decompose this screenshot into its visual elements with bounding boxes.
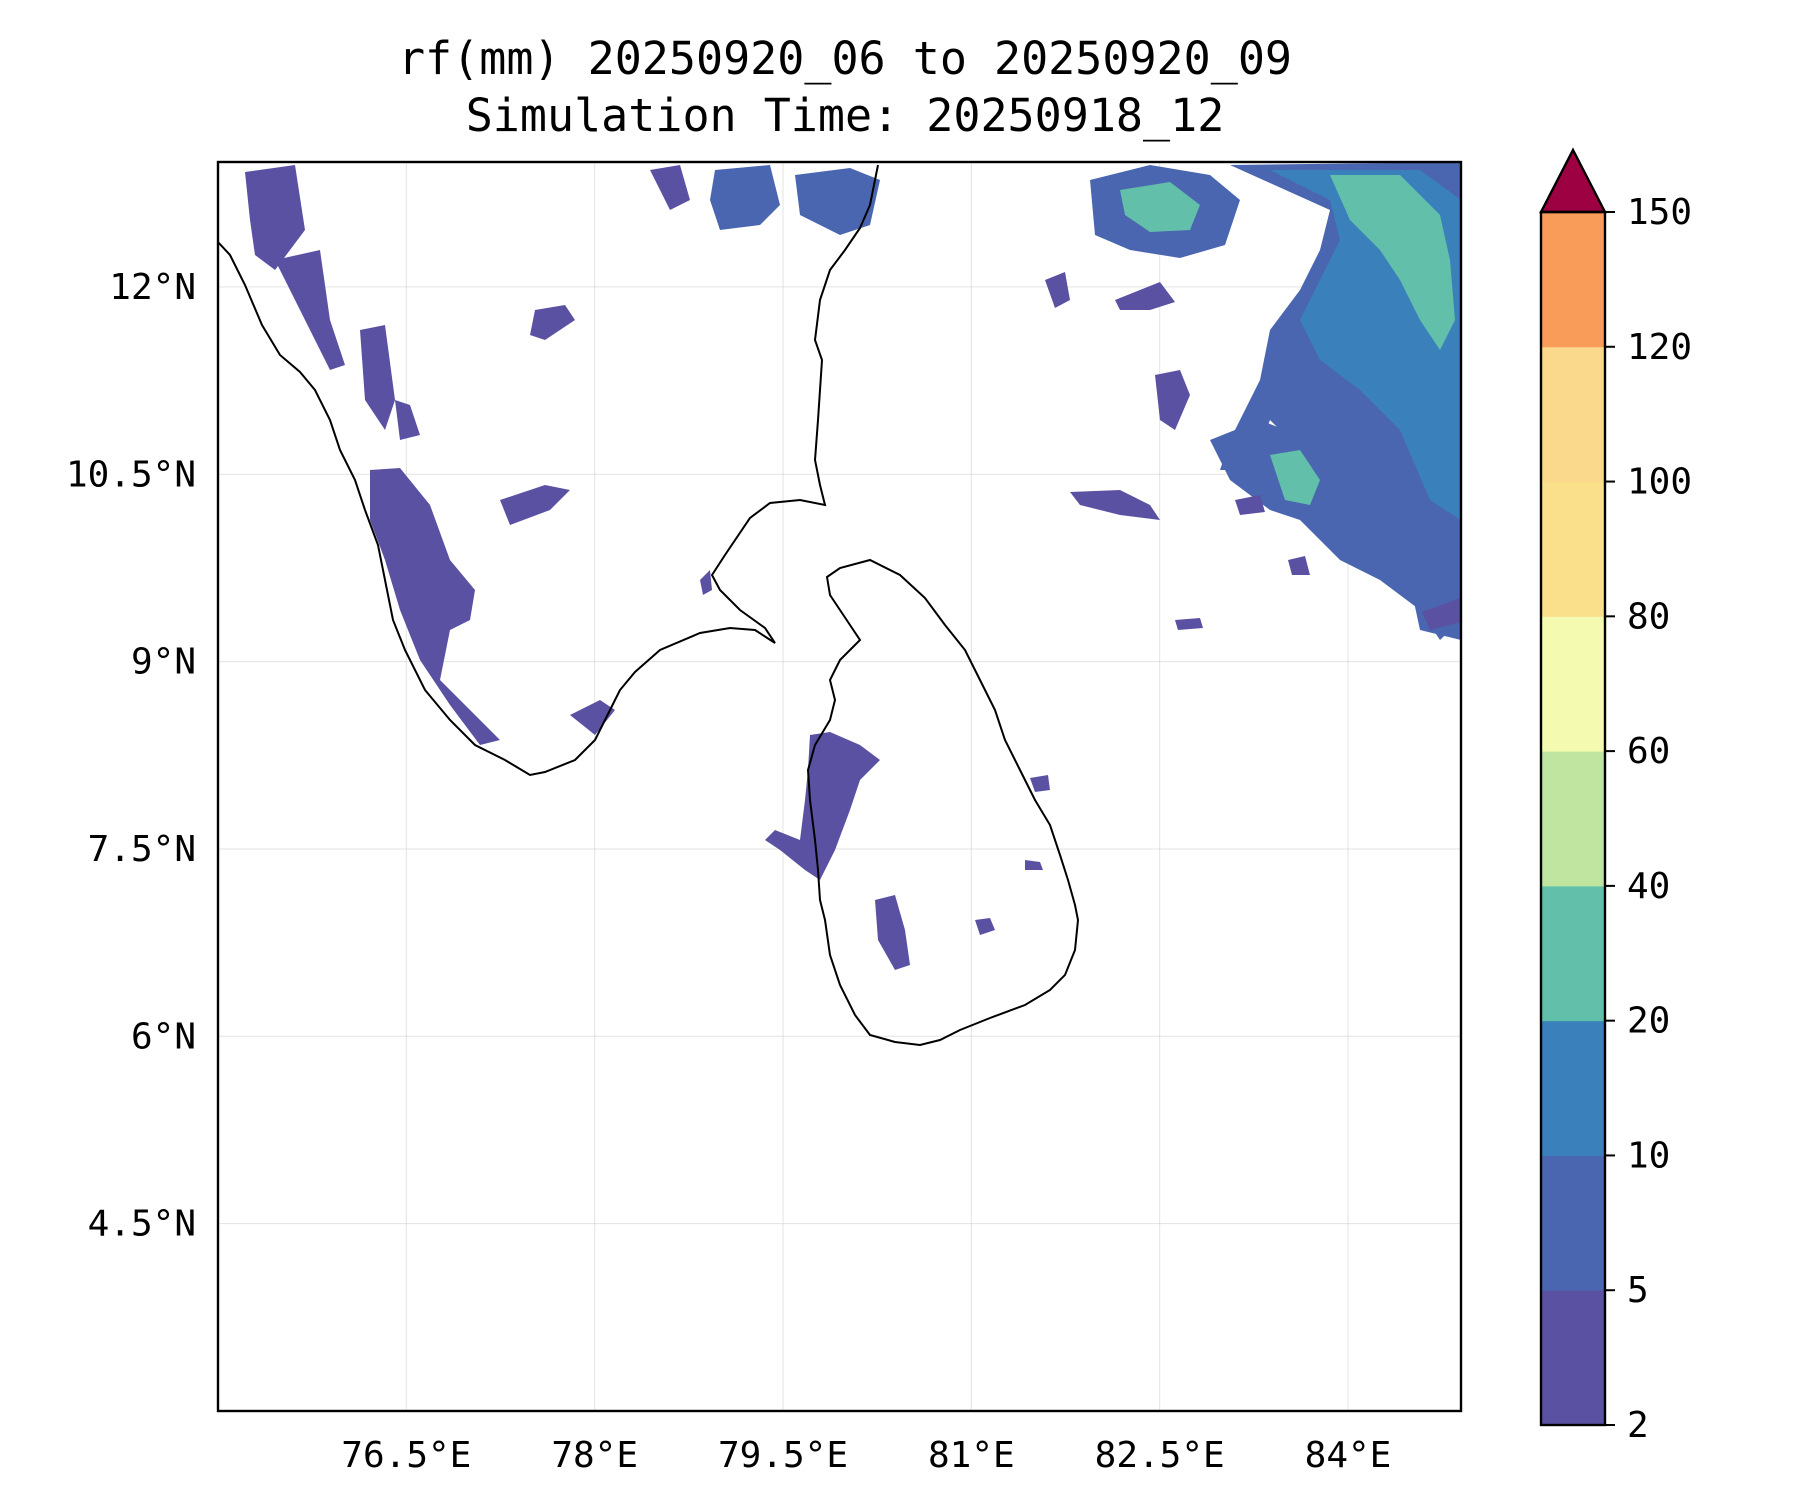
rain-region-ne-band-core [1330, 175, 1455, 350]
colorbar-tick-label: 80 [1627, 596, 1670, 637]
rain-region-central-east-south [1070, 490, 1160, 520]
rain-region-tn-coast [700, 570, 712, 595]
rain-region-kerala-mid2 [360, 325, 395, 430]
lat-tick-label: 6°N [131, 1016, 196, 1057]
lat-tick-label: 9°N [131, 642, 196, 683]
rain-region-offshore-dot1 [1235, 495, 1265, 515]
colorbar-segment [1541, 751, 1605, 887]
colorbar-tick-label: 10 [1627, 1135, 1670, 1176]
colorbar-tick-label: 2 [1627, 1405, 1649, 1446]
rain-region-tn-north4 [795, 168, 880, 235]
rain-region-tn-north2 [650, 165, 690, 210]
rain-region-kerala-north [245, 165, 305, 270]
lat-tick-label: 12°N [109, 267, 196, 308]
colorbar-segment [1541, 1155, 1605, 1291]
lon-tick-label: 76.5°E [341, 1435, 471, 1476]
colorbar: 2 5 10 20 40 60 80 100 120 150 [1539, 147, 1692, 1446]
rain-region-sl-west [765, 732, 880, 880]
rain-region-kerala-south [370, 468, 500, 745]
rain-region-kerala-mid [275, 250, 345, 370]
lon-axis: 76.5°E 78°E 79.5°E 81°E 82.5°E 84°E [341, 1435, 1391, 1476]
rain-region-sl-east2 [1025, 860, 1043, 870]
rain-region-sl-east1 [1030, 775, 1050, 792]
lon-tick-label: 79.5°E [718, 1435, 848, 1476]
chart-title: rf(mm) 20250920_06 to 20250920_09 [398, 32, 1292, 85]
rain-region-sl-southwest [875, 895, 910, 970]
colorbar-segment [1541, 616, 1605, 752]
lat-tick-label: 10.5°N [66, 454, 196, 495]
map-frame [216, 160, 1463, 1413]
rain-region-palakkad [500, 485, 570, 525]
lat-axis: 12°N 10.5°N 9°N 7.5°N 6°N 4.5°N [66, 267, 196, 1245]
colorbar-tick-label: 150 [1627, 192, 1692, 233]
lon-tick-label: 81°E [928, 1435, 1015, 1476]
rain-region-central-east-outer [1210, 420, 1461, 640]
rain-region-east-offshore-core [1120, 182, 1200, 232]
colorbar-tick-label: 40 [1627, 866, 1670, 907]
rain-region-central-east-core [1270, 450, 1320, 505]
rain-region-kerala-mid3 [395, 400, 420, 440]
rain-region-east-small [1045, 272, 1070, 308]
rain-region-east-mid [1155, 370, 1190, 430]
colorbar-segment [1541, 885, 1605, 1022]
rain-region-tn-north3 [710, 165, 780, 230]
map-area [218, 162, 1461, 1411]
lat-tick-label: 4.5°N [88, 1204, 196, 1245]
colorbar-tick-label: 60 [1627, 731, 1670, 772]
colorbar-segment [1541, 481, 1605, 617]
rain-region-tn-north1 [530, 305, 575, 340]
rain-region-east-small2 [1115, 282, 1175, 310]
colorbar-tick-label: 100 [1627, 462, 1692, 503]
colorbar-frame [1539, 210, 1607, 1427]
colorbar-segment [1541, 346, 1605, 483]
colorbar-segment [1541, 212, 1605, 348]
lon-tick-label: 82.5°E [1095, 1435, 1225, 1476]
rainfall-contours [245, 162, 1461, 970]
lon-tick-label: 84°E [1305, 1435, 1392, 1476]
colorbar-tick-label: 5 [1627, 1270, 1649, 1311]
rain-region-offshore-dot2 [1288, 556, 1310, 575]
chart-subtitle: Simulation Time: 20250918_12 [466, 89, 1225, 142]
colorbar-segment [1541, 1290, 1605, 1426]
rain-region-offshore-dot4 [1422, 598, 1461, 630]
rain-region-offshore-dot3 [1175, 618, 1203, 630]
coastline [218, 164, 1080, 1047]
lat-tick-label: 7.5°N [88, 829, 196, 870]
lon-tick-label: 78°E [551, 1435, 638, 1476]
rain-region-tn-delta [570, 700, 615, 735]
colorbar-segment [1541, 1020, 1605, 1156]
colorbar-tick-label: 120 [1627, 327, 1692, 368]
colorbar-tick-label: 20 [1627, 1001, 1670, 1042]
sri-lanka-coastline [806, 558, 1080, 1047]
india-coastline [218, 164, 879, 777]
rain-region-sl-south [975, 918, 995, 935]
